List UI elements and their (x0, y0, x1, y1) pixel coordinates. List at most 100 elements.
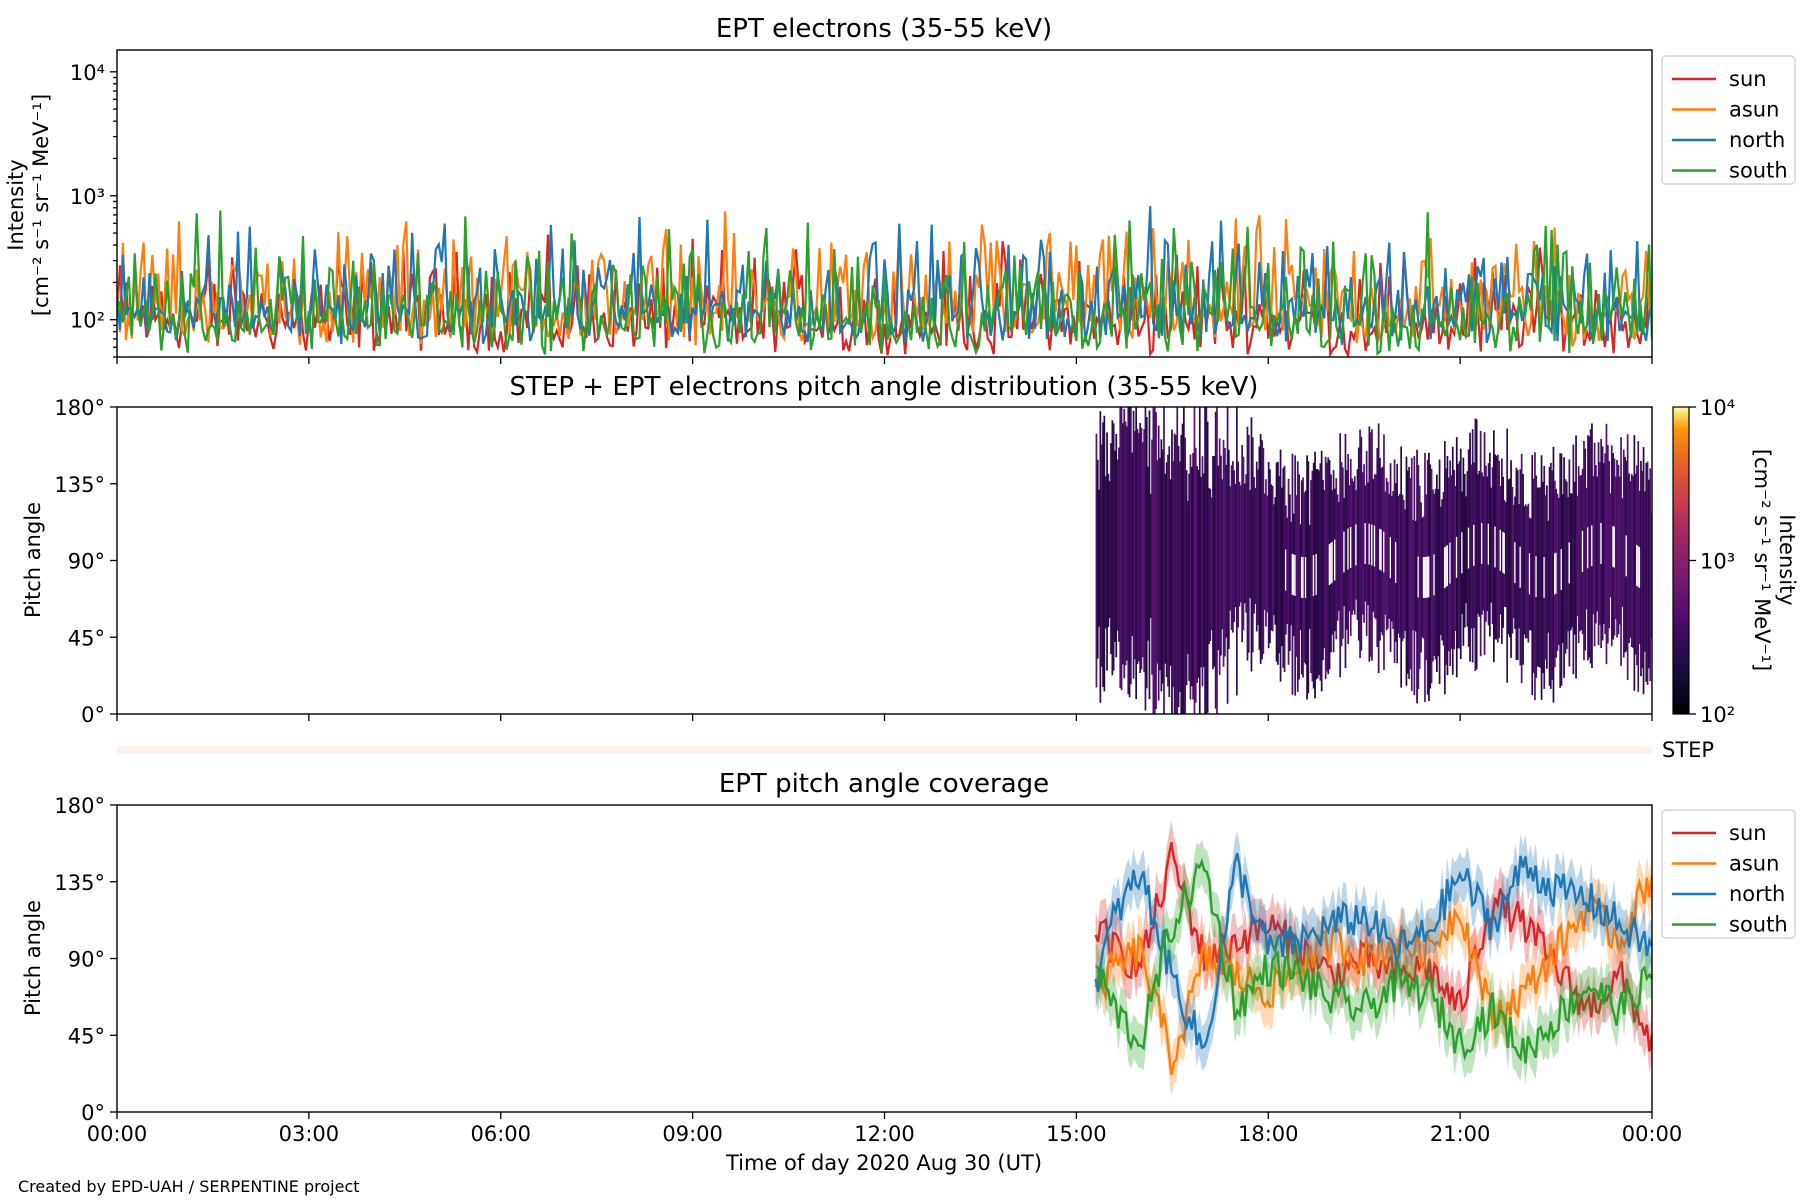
heatmap-cell (1420, 502, 1422, 653)
heatmap-cell (1250, 417, 1253, 672)
heatmap-cell (1220, 455, 1222, 656)
heatmap-cell (1342, 467, 1344, 639)
heatmap-cell (1595, 465, 1597, 624)
heatmap-cell (1646, 461, 1649, 685)
heatmap-cell (1490, 487, 1493, 603)
heatmap-cell (1320, 450, 1323, 692)
heatmap-cell (1405, 456, 1408, 686)
ytick-label: 45° (68, 626, 105, 650)
heatmap-cell (1608, 461, 1611, 629)
heatmap-cell (1095, 433, 1098, 688)
series-asun-line (1094, 875, 1652, 1076)
heatmap-cell (1565, 481, 1568, 649)
colorbar-tick-label: 10⁴ (1700, 396, 1735, 420)
heatmap-cell (1621, 498, 1624, 607)
heatmap-cell (1138, 432, 1140, 662)
heatmap-cell (1388, 494, 1391, 619)
heatmap-cell (1462, 457, 1465, 646)
heatmap-cell (1491, 467, 1494, 625)
heatmap-cell (1147, 466, 1149, 641)
heatmap-gap (1364, 523, 1367, 564)
heatmap-cell (1164, 473, 1167, 664)
heatmap-cell (1474, 418, 1477, 671)
heatmap-cell (1434, 488, 1437, 660)
heatmap-cell (1408, 466, 1410, 679)
heatmap-gap (1481, 523, 1483, 564)
heatmap-gap (1330, 543, 1332, 584)
heatmap-cell (1173, 433, 1176, 714)
heatmap-cell (1552, 446, 1555, 703)
heatmap-cell (1184, 437, 1187, 714)
heatmap-cell (1165, 462, 1168, 677)
heatmap-cell (1212, 456, 1214, 670)
heatmap-gap (1487, 523, 1490, 565)
heatmap-cell (1532, 478, 1535, 673)
heatmap-gap (1581, 531, 1584, 572)
heatmap-cell (1538, 487, 1540, 667)
heatmap-cell (1630, 474, 1633, 647)
panel3-legend: sun asun north south (1661, 809, 1796, 939)
heatmap-cell (1604, 453, 1607, 635)
heatmap-cell (1585, 487, 1588, 610)
heatmap-cell (1361, 472, 1364, 615)
heatmap-cell (1163, 407, 1165, 714)
heatmap-cell (1589, 429, 1592, 664)
heatmap-cell (1592, 476, 1595, 615)
heatmap-gap (1560, 549, 1563, 590)
heatmap-cell (1096, 459, 1099, 659)
heatmap-cell (1112, 423, 1115, 671)
heatmap-cell (1295, 495, 1298, 657)
heatmap-gap (1433, 554, 1436, 596)
heatmap-cell (1156, 460, 1159, 664)
heatmap-cell (1421, 517, 1424, 638)
heatmap-gap (1636, 544, 1638, 586)
heatmap-cell (1151, 439, 1153, 675)
heatmap-gap (1514, 542, 1516, 584)
heatmap-cell (1497, 454, 1499, 643)
heatmap-cell (1542, 481, 1544, 674)
heatmap-cell (1339, 433, 1342, 678)
heatmap-cell (1303, 492, 1306, 663)
heatmap-cell (1603, 463, 1605, 624)
heatmap-cell (1567, 497, 1569, 632)
heatmap-gap (1446, 545, 1449, 586)
heatmap-gap (1349, 527, 1352, 568)
heatmap-cell (1375, 474, 1377, 620)
heatmap-gap (1343, 531, 1346, 573)
heatmap-gap (1294, 555, 1297, 596)
panel1-ylabel-line1: Intensity (4, 159, 28, 250)
heatmap-gap (1331, 541, 1334, 583)
heatmap-cell (1478, 470, 1481, 617)
heatmap-cell (1167, 454, 1169, 687)
heatmap-cell (1620, 437, 1622, 666)
heatmap-cell (1287, 478, 1290, 665)
xtick-label: 18:00 (1238, 1122, 1299, 1146)
heatmap-gap (1554, 553, 1556, 595)
heatmap-cell (1572, 444, 1575, 675)
heatmap-cell (1327, 457, 1330, 675)
heatmap-cell (1508, 478, 1511, 638)
heatmap-cell (1136, 428, 1139, 664)
heatmap-gap (1312, 555, 1315, 596)
series-north-band (1095, 831, 1652, 1070)
heatmap-cell (1561, 494, 1564, 643)
heatmap-cell (1498, 460, 1501, 638)
heatmap-cell (1556, 493, 1559, 651)
heatmap-cell (1526, 506, 1528, 639)
heatmap-cell (1139, 422, 1142, 673)
xtick-label: 03:00 (279, 1122, 340, 1146)
heatmap-cell (1432, 489, 1434, 662)
heatmap-cell (1180, 434, 1183, 714)
heatmap-cell (1353, 476, 1356, 615)
heatmap-cell (1281, 487, 1283, 646)
heatmap-cell (1118, 447, 1120, 642)
heatmap-cell (1226, 407, 1229, 704)
heatmap-gap (1612, 525, 1615, 567)
heatmap-cell (1120, 407, 1123, 691)
heatmap-cell (1298, 474, 1301, 680)
panel3-xlabel: Time of day 2020 Aug 30 (UT) (725, 1151, 1042, 1175)
series-south-band (1095, 839, 1652, 1086)
panel1-ylabel-line2: [cm⁻² s⁻¹ sr⁻¹ MeV⁻¹] (29, 94, 53, 316)
legend-label-asun: asun (1729, 852, 1779, 876)
heatmap-cell (1202, 473, 1205, 668)
